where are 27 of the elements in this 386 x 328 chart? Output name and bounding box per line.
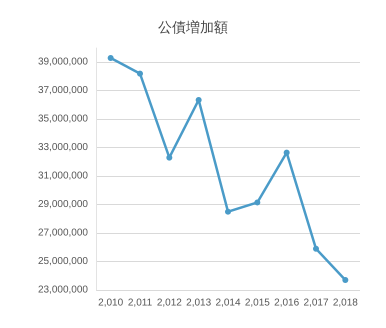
y-tick-label: 37,000,000 bbox=[38, 85, 88, 96]
chart-title: 公債増加額 bbox=[158, 19, 228, 36]
x-tick-label: 2,017 bbox=[303, 298, 329, 308]
point bbox=[196, 96, 202, 103]
x-tick-label: 2,013 bbox=[186, 298, 212, 308]
point bbox=[137, 70, 143, 77]
point bbox=[225, 208, 231, 215]
y-tick-label: 39,000,000 bbox=[38, 56, 88, 68]
x-tick-label: 2,010 bbox=[98, 298, 124, 308]
point bbox=[108, 54, 114, 61]
x-tick-label: 2,014 bbox=[215, 298, 241, 308]
y-tick-label: 27,000,000 bbox=[38, 228, 88, 239]
x-tick-label: 2,016 bbox=[274, 298, 300, 308]
x-tick-label: 2,018 bbox=[332, 298, 358, 308]
y-tick-label: 33,000,000 bbox=[38, 142, 88, 154]
y-tick-label: 29,000,000 bbox=[38, 199, 88, 210]
y-tick-label: 23,000,000 bbox=[38, 284, 88, 296]
point bbox=[254, 199, 260, 206]
y-tick-label: 35,000,000 bbox=[38, 114, 88, 125]
point bbox=[166, 154, 172, 161]
y-tick-label: 31,000,000 bbox=[38, 170, 88, 182]
point bbox=[313, 246, 319, 252]
y-tick-label: 25,000,000 bbox=[38, 256, 88, 268]
x-tick-label: 2,011 bbox=[128, 298, 153, 308]
point bbox=[342, 277, 348, 284]
x-tick-label: 2,012 bbox=[156, 298, 182, 308]
x-tick-label: 2,015 bbox=[244, 298, 270, 308]
